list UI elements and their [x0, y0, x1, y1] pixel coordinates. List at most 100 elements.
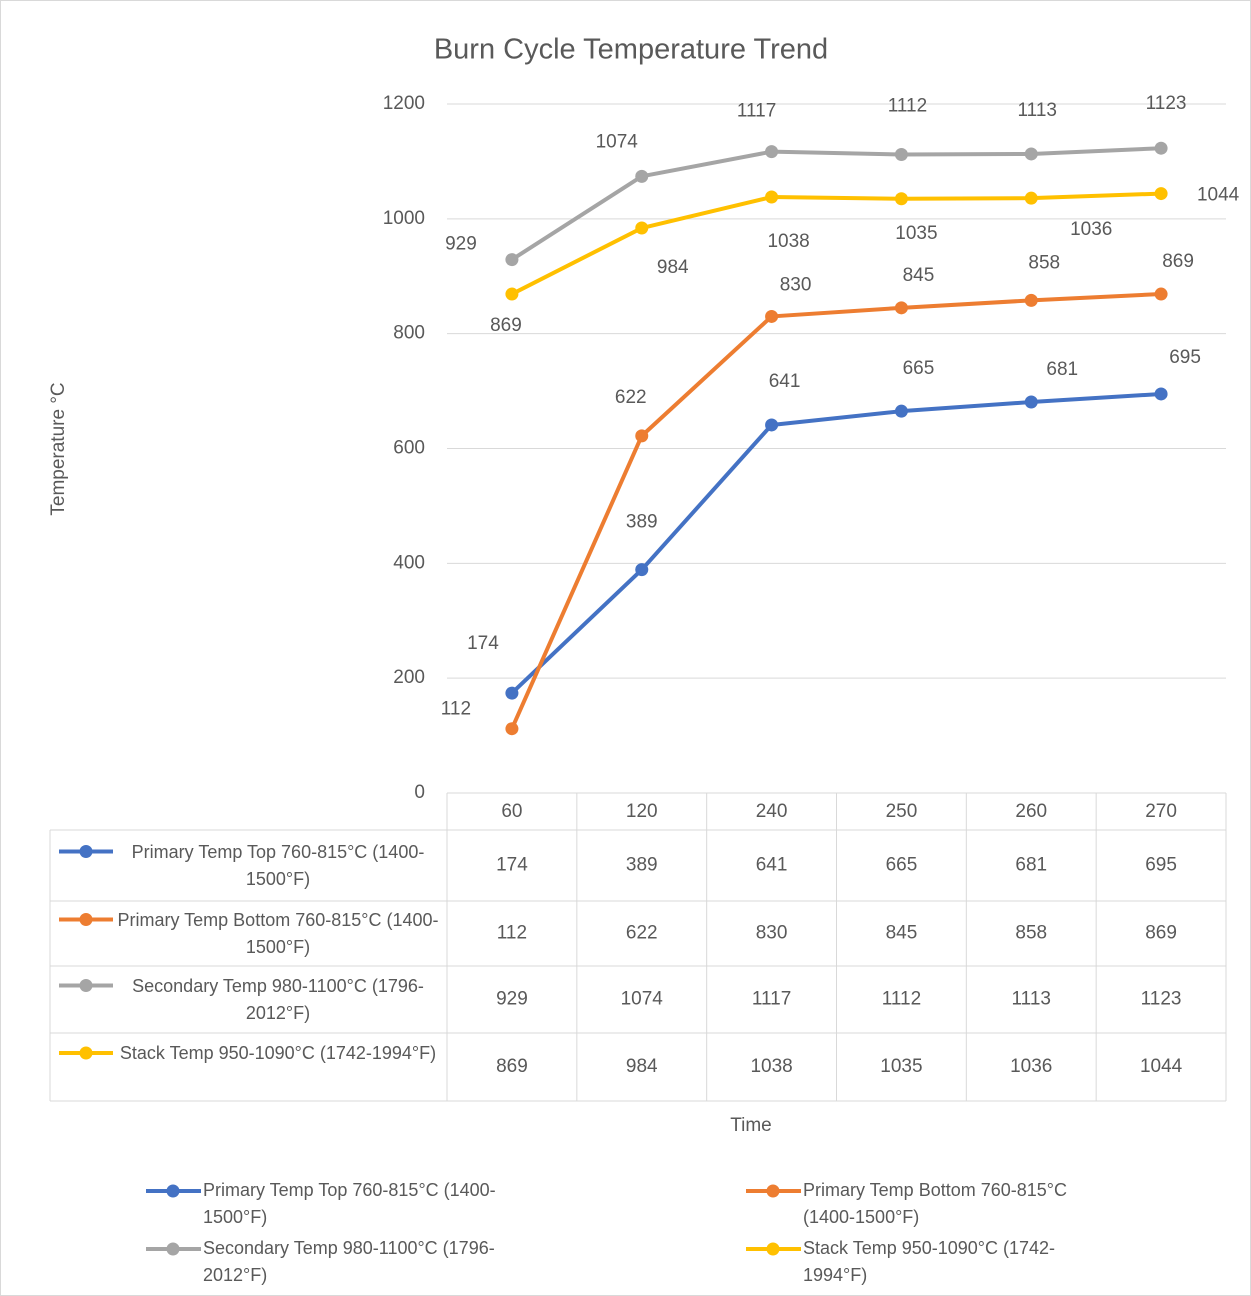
series-line — [510, 292, 1162, 730]
table-cell: 984 — [626, 1056, 658, 1077]
table-cell: 1038 — [750, 1056, 792, 1077]
series-line — [511, 191, 1162, 296]
data-label: 984 — [657, 257, 689, 278]
data-label: 1117 — [737, 101, 776, 122]
legend-label: Stack Temp 950-1090°C (1742-1994°F) — [803, 1238, 1056, 1285]
table-cell: 845 — [886, 923, 918, 944]
table-series-name: Primary Temp Bottom 760-815°C (1400-1500… — [117, 909, 439, 957]
table-cell: 622 — [626, 923, 658, 944]
x-tick-label: 270 — [1145, 801, 1177, 822]
table-cell: 641 — [756, 855, 788, 876]
legend-label: Secondary Temp 980-1100°C (1796-2012°F) — [203, 1238, 495, 1285]
data-label: 1074 — [596, 131, 639, 152]
point — [765, 309, 779, 323]
data-label: 1036 — [1070, 219, 1112, 240]
point — [1154, 287, 1168, 301]
data-label: 845 — [903, 265, 935, 286]
table-cell: 174 — [496, 855, 528, 876]
legend-label: Primary Temp Bottom 760-815°C (1400-1500… — [803, 1180, 1067, 1227]
table-legend-marker — [79, 913, 93, 926]
data-label: 1035 — [895, 223, 937, 244]
data-label: 1044 — [1197, 185, 1240, 206]
table-cell: 1113 — [1012, 989, 1051, 1010]
data-label: 665 — [903, 358, 935, 379]
point — [505, 722, 519, 736]
point — [1154, 387, 1168, 401]
point — [765, 418, 779, 432]
y-tick-label: 600 — [393, 438, 425, 459]
y-tick-label: 1000 — [383, 208, 425, 229]
data-label: 830 — [780, 274, 812, 295]
table-cell: 869 — [1145, 923, 1177, 944]
x-tick-label: 250 — [886, 801, 918, 822]
y-tick-label: 800 — [393, 323, 425, 344]
table-cell: 1074 — [621, 989, 664, 1010]
data-label: 695 — [1169, 347, 1201, 368]
table-cell: 830 — [756, 923, 788, 944]
legend-marker — [766, 1242, 780, 1256]
table-series-name: Primary Temp Top 760-815°C (1400-1500°F) — [131, 841, 425, 889]
series-line — [510, 146, 1162, 262]
table-cell: 695 — [1145, 855, 1177, 876]
x-tick-label: 260 — [1015, 801, 1047, 822]
y-tick-label: 400 — [393, 552, 425, 573]
table-cell: 665 — [886, 855, 918, 876]
legend-marker — [166, 1242, 180, 1256]
table-series-name: Secondary Temp 980-1100°C (1796-2012°F) — [132, 975, 424, 1023]
point — [635, 221, 649, 235]
table-cell: 858 — [1015, 923, 1047, 944]
legend-marker — [166, 1184, 180, 1198]
point — [635, 169, 649, 183]
data-label: 681 — [1046, 359, 1078, 380]
data-label: 622 — [615, 387, 647, 408]
data-label: 174 — [467, 633, 499, 654]
data-label: 389 — [626, 512, 658, 533]
y-tick-label: 200 — [393, 667, 425, 688]
table-cell: 389 — [626, 855, 658, 876]
point — [505, 287, 519, 301]
point — [505, 253, 519, 267]
point — [635, 429, 649, 443]
point — [765, 145, 779, 159]
table-cell: 1044 — [1140, 1056, 1183, 1077]
legend-marker — [766, 1184, 780, 1198]
data-label: 1123 — [1146, 93, 1187, 114]
table-cell: 1035 — [880, 1056, 922, 1077]
data-label: 112 — [441, 699, 471, 720]
data-label: 641 — [769, 371, 801, 392]
legend-label: Primary Temp Top 760-815°C (1400-1500°F) — [203, 1180, 496, 1227]
table-cell: 1112 — [882, 989, 921, 1010]
x-tick-label: 240 — [756, 801, 788, 822]
point — [894, 404, 908, 418]
table-cell: 929 — [496, 989, 528, 1010]
point — [894, 148, 908, 162]
point — [1024, 147, 1038, 161]
series-line — [510, 391, 1162, 695]
table-cell: 681 — [1015, 855, 1047, 876]
data-label: 1038 — [767, 231, 809, 252]
table-legend-marker — [79, 979, 93, 992]
point — [1154, 141, 1168, 155]
point — [1024, 293, 1038, 307]
table-series-name: Stack Temp 950-1090°C (1742-1994°F) — [119, 1043, 437, 1063]
data-label: 1112 — [888, 96, 927, 117]
data-label: 869 — [490, 315, 522, 336]
y-tick-label: 0 — [414, 782, 425, 803]
point — [894, 192, 908, 206]
x-axis-label: Time — [730, 1115, 772, 1136]
point — [894, 301, 908, 315]
point — [1154, 187, 1168, 201]
point — [1024, 395, 1038, 409]
point — [1024, 191, 1038, 205]
table-legend-marker — [79, 845, 93, 858]
data-label: 1113 — [1018, 100, 1057, 121]
table-cell: 1117 — [752, 989, 791, 1010]
y-axis-label: Temperature °C — [48, 382, 69, 515]
y-tick-label: 1200 — [383, 93, 425, 114]
table-legend-marker — [79, 1046, 93, 1060]
table-cell: 869 — [496, 1056, 528, 1077]
point — [505, 686, 519, 700]
data-label: 869 — [1162, 251, 1194, 272]
chart-title: Burn Cycle Temperature Trend — [434, 34, 828, 66]
